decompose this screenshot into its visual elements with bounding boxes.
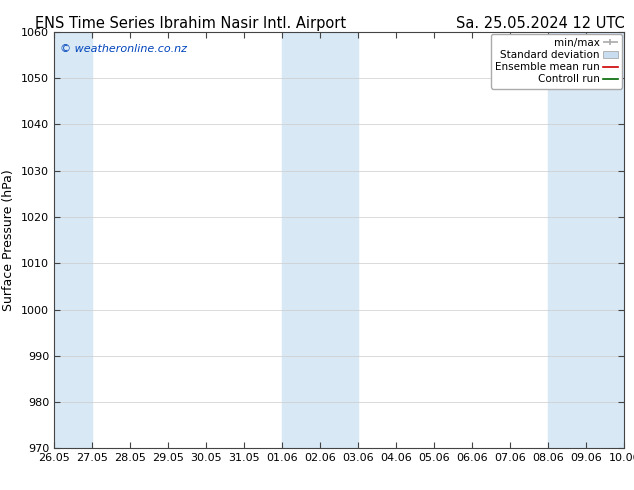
Text: © weatheronline.co.nz: © weatheronline.co.nz bbox=[60, 44, 186, 54]
Bar bbox=[548, 32, 624, 448]
Legend: min/max, Standard deviation, Ensemble mean run, Controll run: min/max, Standard deviation, Ensemble me… bbox=[491, 34, 623, 89]
Y-axis label: Surface Pressure (hPa): Surface Pressure (hPa) bbox=[3, 169, 15, 311]
Text: Sa. 25.05.2024 12 UTC: Sa. 25.05.2024 12 UTC bbox=[456, 16, 625, 31]
Text: ENS Time Series Ibrahim Nasir Intl. Airport: ENS Time Series Ibrahim Nasir Intl. Airp… bbox=[35, 16, 346, 31]
Bar bbox=[54, 32, 92, 448]
Bar bbox=[282, 32, 358, 448]
